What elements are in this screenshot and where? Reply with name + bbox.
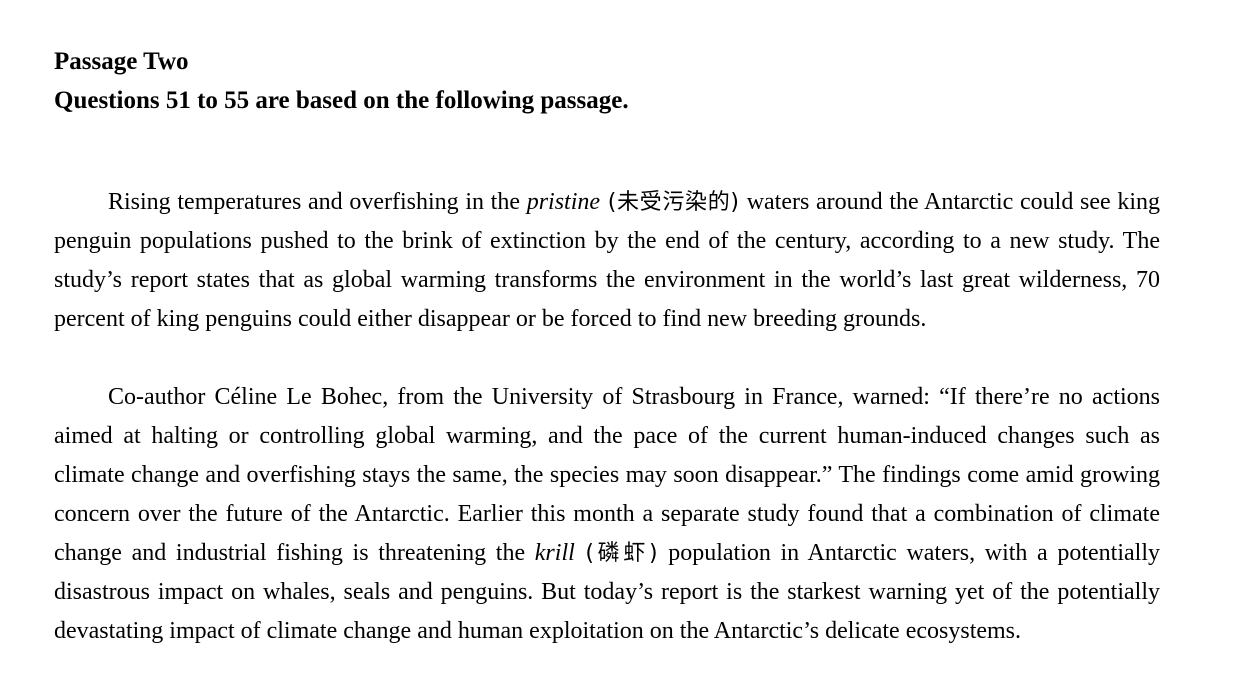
paragraph-2-text-b: population in Antarctic waters, with a p… — [54, 540, 1161, 644]
passage-instructions: Questions 51 to 55 are based on the foll… — [54, 87, 629, 114]
paragraph-1-text-b: waters around the Antarctic could see ki… — [54, 189, 1160, 332]
gloss-pristine: (未受污染的) — [600, 190, 747, 215]
paragraph-1-text-a: Rising temperatures and overfishing in t… — [108, 189, 527, 215]
term-pristine: pristine — [526, 189, 601, 215]
paragraph-2: Co-author Céline Le Bohec, from the Univ… — [54, 378, 1160, 651]
paragraph-2-text-a: Co-author Céline Le Bohec, from the Univ… — [54, 384, 1160, 566]
term-krill: krill — [534, 540, 575, 566]
passage-title: Passage Two — [54, 48, 189, 75]
paragraph-1: Rising temperatures and overfishing in t… — [54, 183, 1160, 339]
gloss-krill: (磷虾) — [574, 541, 669, 566]
